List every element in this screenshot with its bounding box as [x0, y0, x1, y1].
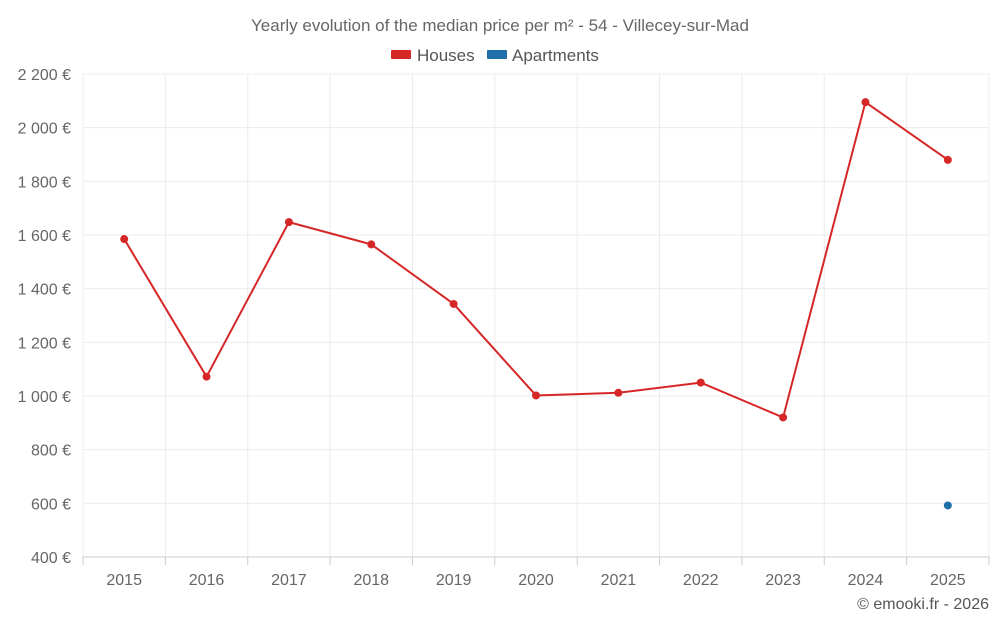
x-tick-label: 2016: [189, 572, 225, 589]
data-point-houses[interactable]: [202, 372, 211, 381]
axes: 400 € 600 € 800 € 1 000 € 1 200 € 1 400 € 1 60…: [18, 67, 990, 589]
data-point-apartments[interactable]: [943, 501, 952, 510]
legend-label-apartments[interactable]: Apartments: [512, 46, 599, 65]
y-tick-label: 1 400 €: [18, 282, 71, 299]
data-point-houses[interactable]: [696, 378, 705, 387]
x-tick-label: 2019: [436, 572, 472, 589]
x-tick-label: 2015: [106, 572, 142, 589]
x-tick-label: 2018: [353, 572, 389, 589]
data-point-houses[interactable]: [943, 155, 952, 164]
data-point-houses[interactable]: [532, 391, 540, 400]
data-point-houses[interactable]: [614, 388, 623, 397]
y-tick-label: 1 600 €: [18, 228, 71, 245]
y-tick-label: 800 €: [31, 443, 71, 460]
data-point-houses[interactable]: [449, 299, 458, 308]
data-point-houses[interactable]: [861, 98, 870, 107]
grid: [82, 73, 990, 557]
data-point-houses[interactable]: [284, 218, 293, 227]
legend-swatch-houses: [391, 50, 411, 59]
y-tick-label: 400 €: [31, 550, 71, 567]
legend-swatch-apartments: [487, 50, 507, 59]
y-tick-label: 2 000 €: [18, 121, 71, 138]
x-tick-label: 2021: [601, 572, 637, 589]
legend: Houses Apartments: [391, 46, 599, 65]
y-tick-label: 600 €: [31, 496, 71, 513]
y-tick-label: 2 200 €: [18, 67, 71, 84]
legend-label-houses[interactable]: Houses: [417, 46, 475, 65]
chart-title: Yearly evolution of the median price per…: [251, 16, 749, 35]
y-tick-label: 1 200 €: [18, 335, 71, 352]
x-tick-label: 2025: [930, 572, 966, 589]
data-point-houses[interactable]: [779, 413, 788, 422]
x-tick-label: 2022: [683, 572, 719, 589]
y-tick-label: 1 800 €: [18, 174, 71, 191]
y-tick-label: 1 000 €: [18, 389, 71, 406]
x-tick-label: 2023: [765, 572, 801, 589]
x-tick-label: 2017: [271, 572, 307, 589]
x-tick-label: 2020: [518, 572, 554, 589]
x-tick-label: 2024: [848, 572, 884, 589]
data-point-houses[interactable]: [367, 240, 376, 249]
series-layer: [120, 98, 952, 510]
data-point-houses[interactable]: [120, 235, 129, 244]
credit-text: © emooki.fr - 2026: [857, 596, 989, 613]
